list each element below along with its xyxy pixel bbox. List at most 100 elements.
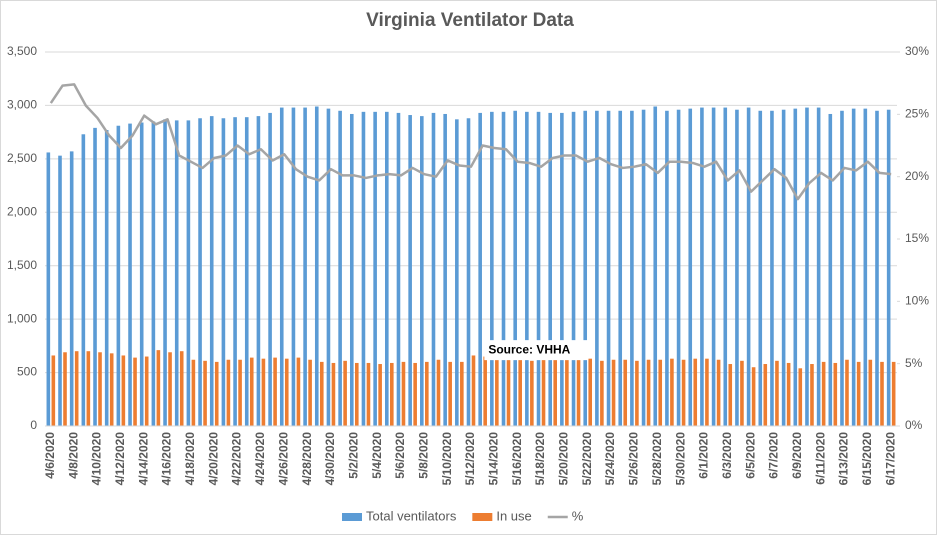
bar (553, 357, 557, 426)
bar (51, 355, 56, 426)
x-tick-label: 5/18/2020 (533, 432, 547, 486)
bar (209, 116, 214, 426)
bar (770, 110, 774, 427)
x-tick-label: 6/5/2020 (743, 432, 757, 479)
bar (886, 109, 891, 427)
x-tick-label: 5/24/2020 (603, 432, 617, 486)
bar (716, 359, 721, 426)
x-tick-label: 5/20/2020 (557, 432, 571, 486)
bar (781, 109, 786, 427)
bar (436, 359, 441, 426)
x-tick-label: 4/12/2020 (113, 432, 127, 486)
bar (875, 110, 879, 427)
x-tick-label: 6/1/2020 (697, 432, 711, 479)
bar (588, 358, 593, 426)
x-tick-label: 4/26/2020 (276, 432, 290, 486)
bar (735, 109, 739, 427)
bar (104, 130, 109, 426)
bar (775, 360, 779, 426)
y2-tick-label: 10% (905, 294, 929, 308)
x-tick-label: 4/20/2020 (206, 432, 220, 486)
bar (174, 120, 179, 426)
bar (891, 361, 896, 426)
x-tick-label: 5/14/2020 (487, 432, 501, 486)
x-tick-label: 6/17/2020 (883, 432, 897, 486)
annotation: Source: VHHA (488, 342, 570, 356)
bar (261, 358, 266, 426)
bar (273, 357, 277, 426)
bar (238, 359, 242, 426)
y2-tick-label: 30% (905, 44, 929, 58)
y-tick-label: 3,500 (7, 44, 37, 58)
bar (606, 110, 611, 427)
bar (128, 123, 132, 426)
bar (144, 356, 149, 426)
bar (296, 357, 301, 426)
y-tick-label: 3,000 (7, 98, 37, 112)
x-tick-label: 4/22/2020 (230, 432, 244, 486)
bar (233, 117, 237, 426)
bar (121, 355, 126, 426)
bar (530, 360, 534, 426)
bar (646, 359, 651, 426)
bar (291, 107, 296, 427)
bar (413, 362, 417, 426)
bar (168, 352, 172, 426)
bar (548, 112, 552, 426)
bar (256, 116, 261, 426)
bar (244, 117, 249, 426)
bar (191, 359, 196, 426)
y-tick-label: 500 (17, 365, 37, 379)
bar (541, 358, 546, 426)
bar (506, 358, 511, 426)
bar (93, 127, 97, 427)
y-tick-label: 1,000 (7, 311, 37, 325)
bar (401, 361, 406, 426)
bar (653, 106, 658, 427)
bar (471, 355, 476, 426)
bar (354, 362, 359, 426)
bar (763, 364, 768, 426)
x-tick-label: 5/2/2020 (346, 432, 360, 479)
line (49, 83, 892, 201)
legend-swatch (342, 513, 362, 521)
bar (326, 108, 331, 427)
bar (109, 353, 114, 426)
bar (641, 109, 646, 427)
bar (116, 125, 121, 426)
bar (483, 356, 487, 426)
x-tick-label: 6/13/2020 (837, 432, 851, 486)
bar (249, 357, 254, 426)
bar (303, 107, 307, 427)
bar (560, 112, 564, 426)
x-tick-label: 5/28/2020 (650, 432, 664, 486)
bar (319, 361, 324, 426)
y2-tick-label: 25% (905, 107, 929, 121)
bar (746, 107, 751, 427)
bar (226, 359, 231, 426)
x-tick-label: 5/30/2020 (673, 432, 687, 486)
bar (670, 358, 674, 426)
bar (880, 361, 884, 426)
bar (420, 116, 424, 426)
bar (536, 111, 541, 426)
bar (156, 350, 161, 426)
annotation-box (484, 340, 589, 361)
bar (623, 359, 628, 426)
y2-tick-label: 0% (905, 418, 923, 432)
bar (618, 110, 623, 427)
x-tick-label: 4/6/2020 (43, 432, 57, 479)
bar (851, 108, 856, 427)
bar (805, 107, 809, 427)
bar (863, 108, 868, 427)
legend-label: Total ventilators (366, 508, 457, 523)
bar (495, 356, 499, 426)
bar (868, 359, 873, 426)
y-tick-label: 0 (30, 418, 37, 432)
bar (565, 358, 569, 426)
x-tick-label: 4/14/2020 (136, 432, 150, 486)
x-tick-label: 5/26/2020 (627, 432, 641, 486)
bar (833, 362, 838, 426)
bar (431, 112, 436, 426)
bar (179, 351, 184, 426)
